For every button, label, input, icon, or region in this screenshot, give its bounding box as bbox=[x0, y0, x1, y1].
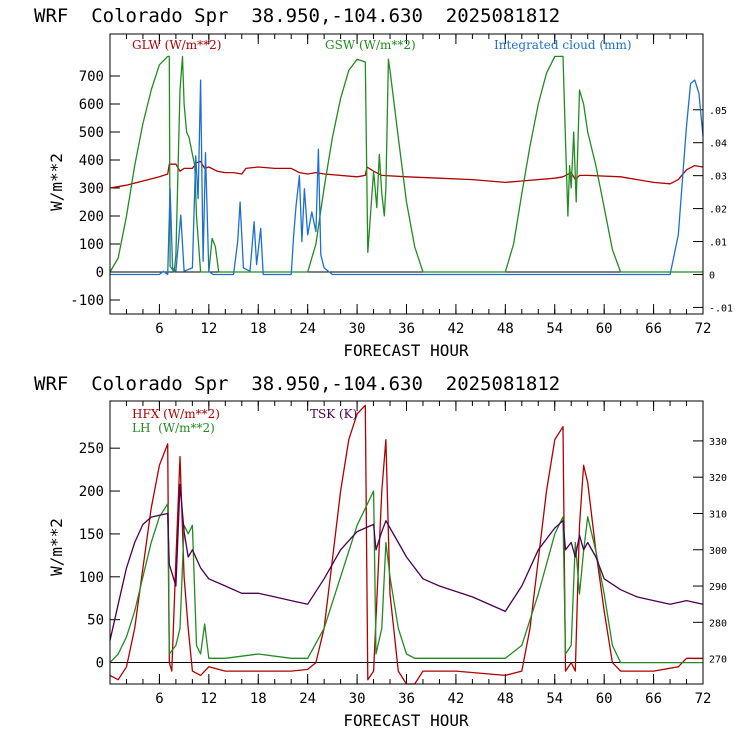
chart1-y-tick-label: 100 bbox=[79, 570, 104, 586]
chart0-y-tick-label: 700 bbox=[79, 69, 104, 85]
top-legend-cloud: Integrated cloud (mm) bbox=[494, 38, 632, 52]
chart0-x-tick-label: 30 bbox=[349, 321, 366, 337]
chart0-x-tick-label: 66 bbox=[645, 321, 662, 337]
chart1-x-tick-label: 18 bbox=[250, 691, 267, 707]
chart0-y2-tick-label: 0 bbox=[709, 270, 715, 281]
bottom-axis-ticks: 6 12 18 24 30 36 42 48 54 60 66 72 0 50 100 150 200 250 27… bbox=[79, 401, 727, 707]
top-x-axis-label: FORECAST HOUR bbox=[343, 341, 469, 360]
chart0-x-tick-label: 36 bbox=[398, 321, 415, 337]
chart0-x-tick-label: 12 bbox=[200, 321, 217, 337]
chart1-x-tick-label: 48 bbox=[497, 691, 514, 707]
chart1-x-tick-label: 24 bbox=[299, 691, 316, 707]
bottom-series-lines bbox=[109, 404, 704, 685]
chart0-x-tick-label: 54 bbox=[546, 321, 563, 337]
chart1-x-tick-label: 12 bbox=[200, 691, 217, 707]
chart0-series-1-line bbox=[109, 55, 703, 273]
chart0-y-tick-label: 0 bbox=[96, 265, 104, 281]
chart1-y-tick-label: 150 bbox=[79, 527, 104, 543]
chart1-y2-tick-label: 320 bbox=[709, 473, 727, 484]
chart0-y-tick-label: 200 bbox=[79, 209, 104, 225]
chart0-y2-tick-label: -.01 bbox=[709, 303, 733, 314]
chart1-x-tick-label: 72 bbox=[695, 691, 712, 707]
chart1-x-tick-label: 36 bbox=[398, 691, 415, 707]
chart1-y-tick-label: 0 bbox=[96, 656, 104, 672]
chart1-x-tick-label: 60 bbox=[596, 691, 613, 707]
chart1-x-tick-label: 54 bbox=[546, 691, 563, 707]
chart1-x-tick-label: 42 bbox=[447, 691, 464, 707]
chart1-series-2-line bbox=[109, 483, 704, 641]
bottom-plot-frame bbox=[109, 400, 704, 685]
top-y-axis-label: W/m**2 bbox=[47, 153, 66, 211]
chart0-y2-tick-label: .01 bbox=[709, 238, 727, 249]
chart1-y2-tick-label: 300 bbox=[709, 546, 727, 557]
top-axis-ticks: 6 12 18 24 30 36 42 48 54 60 66 72 -100 0 100 200 300 400… bbox=[70, 34, 733, 337]
bottom-legend-tsk: TSK (K) bbox=[310, 407, 357, 421]
chart1-y-tick-label: 250 bbox=[79, 441, 104, 457]
bottom-chart: WRF Colorado Spr 38.950,-104.630 2025081… bbox=[34, 373, 727, 730]
top-legend-gsw: GSW (W/m**2) bbox=[325, 38, 416, 52]
chart1-y2-tick-label: 280 bbox=[709, 618, 727, 629]
chart0-y-tick-label: 500 bbox=[79, 125, 104, 141]
bottom-y-axis-label: W/m**2 bbox=[47, 518, 66, 576]
chart1-y2-tick-label: 330 bbox=[709, 437, 727, 448]
bottom-x-axis-label: FORECAST HOUR bbox=[343, 711, 469, 730]
chart0-x-tick-label: 72 bbox=[695, 321, 712, 337]
chart1-y2-tick-label: 290 bbox=[709, 582, 727, 593]
chart1-x-tick-label: 30 bbox=[349, 691, 366, 707]
chart0-y-tick-label: 100 bbox=[79, 237, 104, 253]
chart1-y2-tick-label: 270 bbox=[709, 655, 727, 666]
bottom-legend-lh: LH (W/m**2) bbox=[132, 421, 215, 435]
chart0-x-tick-label: 48 bbox=[497, 321, 514, 337]
chart0-series-0-line bbox=[109, 160, 704, 189]
chart0-x-tick-label: 42 bbox=[447, 321, 464, 337]
chart1-y-tick-label: 50 bbox=[87, 613, 104, 629]
chart0-y-tick-label: 400 bbox=[79, 153, 104, 169]
top-chart: WRF Colorado Spr 38.950,-104.630 2025081… bbox=[34, 5, 733, 360]
chart1-x-tick-label: 6 bbox=[155, 691, 163, 707]
chart0-y2-tick-label: .03 bbox=[709, 172, 727, 183]
top-series-lines bbox=[109, 55, 704, 276]
chart0-y-tick-label: 300 bbox=[79, 181, 104, 197]
chart0-y2-tick-label: .02 bbox=[709, 205, 727, 216]
top-legend-glw: GLW (W/m**2) bbox=[132, 38, 221, 52]
chart1-x-tick-label: 66 bbox=[645, 691, 662, 707]
chart1-series-0-line bbox=[109, 404, 703, 685]
top-chart-header: WRF Colorado Spr 38.950,-104.630 2025081… bbox=[34, 5, 560, 27]
chart0-y2-tick-label: .05 bbox=[709, 106, 727, 117]
chart0-y-tick-label: -100 bbox=[70, 293, 104, 309]
bottom-chart-header: WRF Colorado Spr 38.950,-104.630 2025081… bbox=[34, 373, 560, 395]
chart0-x-tick-label: 18 bbox=[250, 321, 267, 337]
chart1-y2-tick-label: 310 bbox=[709, 509, 727, 520]
chart0-y-tick-label: 600 bbox=[79, 97, 104, 113]
chart0-x-tick-label: 24 bbox=[299, 321, 316, 337]
top-plot-frame bbox=[109, 33, 704, 315]
chart1-y-tick-label: 200 bbox=[79, 484, 104, 500]
bottom-legend-hfx: HFX (W/m**2) bbox=[132, 407, 220, 421]
chart0-y2-tick-label: .04 bbox=[709, 139, 727, 150]
chart1-series-1-line bbox=[109, 490, 703, 664]
chart0-x-tick-label: 60 bbox=[596, 321, 613, 337]
chart0-x-tick-label: 6 bbox=[155, 321, 163, 337]
chart0-series-2-line bbox=[110, 79, 704, 276]
